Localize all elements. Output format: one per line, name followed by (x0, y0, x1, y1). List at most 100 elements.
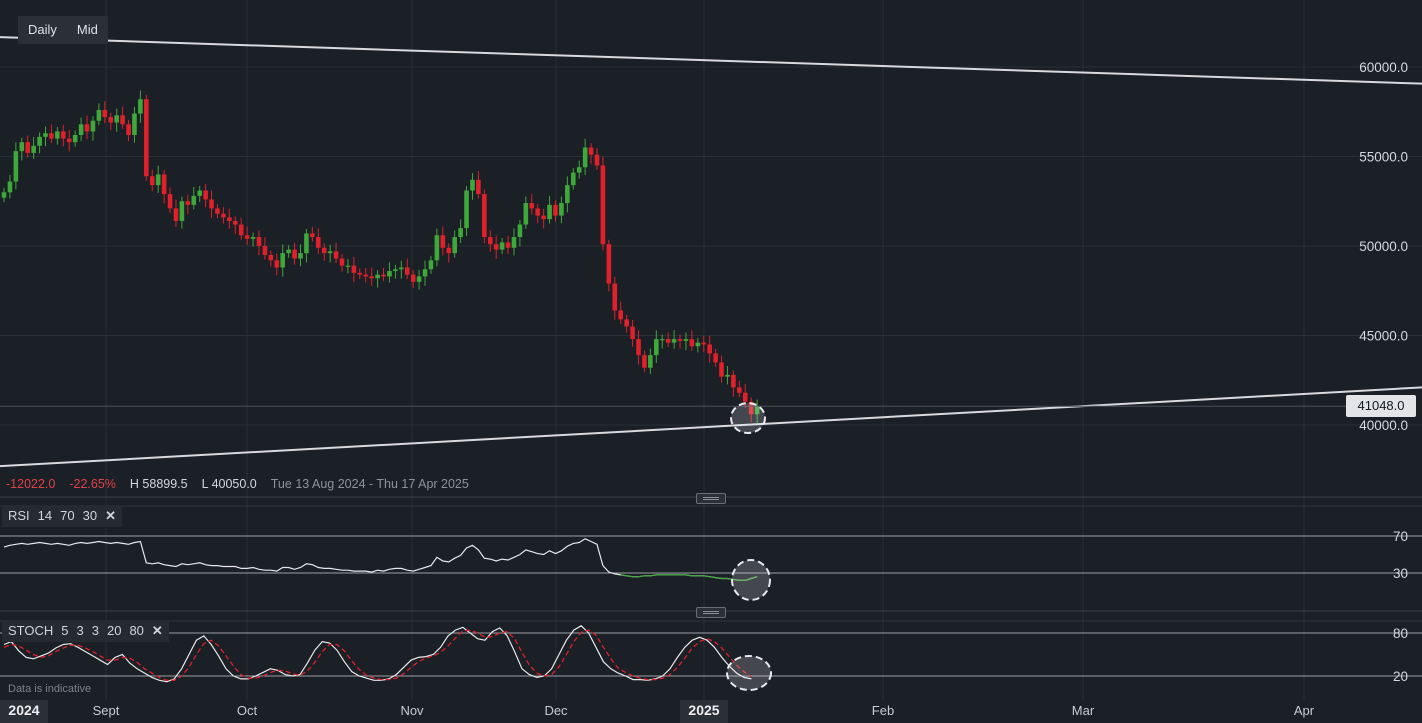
candle-body (671, 339, 677, 343)
rsi-level-label: 30 (1393, 566, 1408, 581)
trendline (0, 36, 1422, 85)
candle-body (446, 247, 452, 254)
candle-body (559, 203, 564, 216)
candle-body (191, 195, 197, 205)
candle-body (404, 267, 410, 275)
candle-body (19, 142, 25, 152)
candle-body (215, 208, 220, 214)
candle-body (108, 117, 114, 123)
rsi-pane: 30 70 (0, 529, 1422, 581)
candle-body (268, 254, 274, 261)
candle-body (654, 339, 659, 356)
time-axis-label: 2025 (688, 702, 719, 718)
interval-button[interactable]: Daily (28, 22, 57, 37)
pane-resize-handle-stoch[interactable] (696, 607, 726, 618)
candle-body (505, 242, 511, 248)
candle-body (541, 215, 546, 220)
candle-body (553, 204, 558, 216)
stoch-param: 5 (61, 623, 69, 638)
candle-body (304, 233, 309, 254)
pane-resize-handle-rsi[interactable] (696, 493, 726, 504)
stoch-level-label: 80 (1393, 626, 1408, 641)
candle-body (345, 265, 351, 267)
price-axis: 40000.0 45000.0 50000.0 55000.0 60000.0 (0, 60, 1408, 433)
candle-body (49, 133, 54, 139)
candle-body (476, 179, 481, 195)
candle-body (13, 151, 19, 182)
candle-body (167, 194, 173, 209)
candle-body (576, 167, 582, 173)
candle-body (565, 185, 570, 204)
candle-body (61, 131, 66, 139)
candle-body (43, 133, 48, 137)
stoch-remove-icon[interactable]: ✕ (151, 623, 163, 638)
stoch-d-line (3, 629, 752, 681)
price-stats: -12022.0 -22.65% H 58899.5 L 40050.0 Tue… (6, 477, 483, 491)
candle-body (517, 224, 523, 238)
stoch-param: 3 (76, 623, 84, 638)
stoch-param: 20 (106, 623, 122, 638)
candle-body (221, 213, 226, 218)
stoch-param: 3 (91, 623, 99, 638)
candle-body (262, 246, 268, 255)
time-axis-label: 2024 (8, 702, 39, 718)
time-axis-label: Dec (544, 703, 568, 718)
candle-body (487, 237, 493, 245)
candle-body (37, 136, 42, 146)
candle-body (493, 244, 499, 250)
candle-body (499, 242, 505, 250)
candle-body (155, 174, 161, 186)
candle-body (25, 142, 31, 153)
candle-body (701, 342, 707, 345)
candle-body (642, 355, 647, 368)
rsi-legend[interactable]: RSI 14 70 30 ✕ (2, 505, 122, 527)
candle-body (529, 203, 535, 209)
candle-body (725, 374, 730, 377)
candle-body (434, 235, 440, 261)
candle-body (315, 237, 321, 248)
date-range: Tue 13 Aug 2024 - Thu 17 Apr 2025 (270, 477, 469, 491)
candle-body (256, 237, 262, 246)
price-type-button[interactable]: Mid (76, 22, 98, 37)
candle-body (547, 204, 552, 220)
candle-body (90, 120, 96, 132)
candle-body (292, 249, 297, 259)
candle-body (185, 201, 191, 205)
candle-body (618, 310, 624, 320)
rsi-remove-icon[interactable]: ✕ (105, 508, 116, 523)
candle-body (126, 124, 131, 136)
candle-body (482, 194, 487, 238)
candle-body (470, 179, 475, 191)
trendlines (0, 36, 1422, 468)
candle-body (399, 267, 404, 270)
candle-body (144, 99, 149, 177)
candle-body (570, 172, 576, 186)
candle-body (66, 138, 72, 143)
highlight-circle (731, 559, 771, 601)
candle-body (428, 260, 434, 270)
candle-body (72, 135, 78, 143)
candle-body (387, 271, 392, 277)
candle-body (636, 339, 641, 356)
candle-body (742, 392, 748, 402)
time-axis-label: Mar (1072, 703, 1095, 718)
candle-body (333, 251, 339, 259)
candle-body (102, 109, 108, 118)
candle-body (458, 228, 463, 238)
annotations (726, 402, 772, 691)
candle-body (55, 131, 60, 139)
candle-body (138, 99, 143, 114)
candle-body (78, 124, 84, 136)
time-axis-label: Feb (872, 703, 894, 718)
candle-body (114, 115, 119, 123)
candle-body (606, 244, 612, 284)
time-axis-label: Oct (237, 703, 258, 718)
highlight-circle (726, 655, 772, 691)
stoch-legend[interactable]: STOCH 5 3 3 20 80 ✕ (2, 620, 169, 642)
candle-body (209, 199, 214, 209)
candle-body (381, 274, 386, 277)
time-axis: 2024 Sept Oct Nov Dec 2025 Feb Mar Apr (0, 700, 1422, 723)
candle-body (232, 220, 238, 225)
stoch-param: 80 (129, 623, 144, 638)
